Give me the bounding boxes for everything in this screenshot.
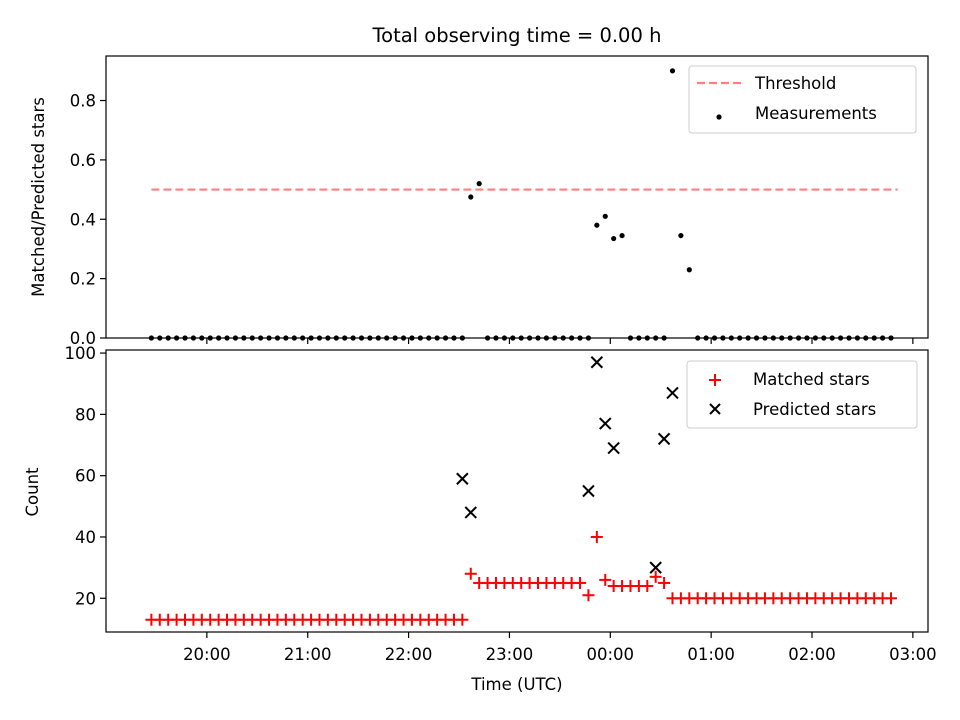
top-y-tick-label: 0.0 bbox=[70, 329, 96, 348]
matched-stars-point bbox=[590, 530, 603, 543]
top-legend: Threshold Measurements bbox=[688, 65, 917, 134]
x-tick-label: 22:00 bbox=[385, 645, 433, 664]
measurement-point bbox=[686, 267, 692, 273]
matched-stars-point bbox=[641, 580, 654, 593]
matched-stars-point bbox=[464, 567, 477, 580]
measurement-point bbox=[594, 222, 600, 228]
measurement-point bbox=[619, 232, 625, 239]
predicted-stars-legend-label: Predicted stars bbox=[753, 400, 876, 419]
matched-stars-point bbox=[658, 576, 671, 589]
predicted-stars-point bbox=[456, 472, 469, 485]
measurement-point bbox=[669, 68, 676, 74]
predicted-stars-point bbox=[666, 386, 679, 400]
top-x-ticks bbox=[206, 338, 914, 344]
bottom-y-ticks: 20 40 60 80 100 bbox=[65, 344, 106, 608]
top-y-tick-label: 0.4 bbox=[70, 210, 96, 229]
matched-stars-point bbox=[599, 573, 612, 586]
predicted-stars-point bbox=[590, 356, 604, 369]
top-y-axis-title: Matched/Predicted stars bbox=[29, 97, 48, 297]
measurements-legend-label: Measurements bbox=[755, 104, 877, 123]
bottom-legend-box bbox=[686, 360, 918, 429]
x-axis-title: Time (UTC) bbox=[470, 675, 562, 694]
top-y-ticks: 0.0 0.2 0.4 0.6 0.8 bbox=[70, 92, 106, 348]
predicted-stars-point bbox=[582, 484, 595, 498]
x-tick-label: 23:00 bbox=[486, 645, 534, 664]
matched-stars-legend-swatch bbox=[709, 374, 721, 386]
predicted-stars-point bbox=[657, 432, 671, 446]
x-tick-label: 21:00 bbox=[284, 645, 332, 664]
bottom-plot-frame bbox=[105, 349, 929, 633]
matched-stars-point bbox=[649, 570, 662, 583]
measurements-legend-swatch bbox=[716, 114, 722, 120]
threshold-legend-label: Threshold bbox=[754, 74, 836, 93]
matched-stars-legend-label: Matched stars bbox=[753, 370, 870, 389]
predicted-stars-point bbox=[649, 561, 662, 574]
predicted-stars-point bbox=[607, 441, 620, 455]
top-plot-frame bbox=[105, 55, 929, 339]
top-legend-box bbox=[688, 65, 917, 134]
top-y-tick-label: 0.2 bbox=[70, 270, 96, 289]
x-tick-label: 02:00 bbox=[788, 645, 836, 664]
predicted-stars-point bbox=[464, 506, 477, 519]
measurement-point bbox=[602, 213, 608, 219]
bottom-y-tick-label: 20 bbox=[75, 589, 96, 608]
chart-title: Total observing time = 0.00 h bbox=[372, 24, 662, 47]
bottom-y-tick-label: 80 bbox=[75, 405, 96, 424]
x-tick-label: 00:00 bbox=[587, 645, 635, 664]
bottom-y-tick-label: 100 bbox=[65, 344, 97, 363]
bottom-y-tick-label: 40 bbox=[75, 528, 96, 547]
measurement-point bbox=[611, 235, 617, 242]
bottom-x-ticks: 20:00 21:00 22:00 23:00 00:00 01:00 02:00 03:00 bbox=[183, 632, 937, 664]
measurement-point bbox=[678, 232, 684, 239]
matched-stars-point bbox=[574, 576, 587, 589]
matched-stars-point bbox=[582, 589, 595, 602]
measurement-point bbox=[468, 194, 474, 200]
measurement-point bbox=[476, 181, 482, 187]
bottom-y-axis-title: Count bbox=[23, 467, 42, 517]
top-y-tick-label: 0.8 bbox=[70, 92, 96, 111]
bottom-legend: Matched stars Predicted stars bbox=[686, 360, 918, 429]
top-plot-marks bbox=[148, 68, 898, 341]
predicted-stars-legend-swatch bbox=[709, 403, 721, 415]
x-tick-label: 20:00 bbox=[183, 645, 231, 664]
matched-stars-point bbox=[885, 592, 898, 605]
top-y-tick-label: 0.6 bbox=[70, 151, 96, 170]
x-tick-label: 03:00 bbox=[889, 645, 937, 664]
predicted-stars-point bbox=[599, 417, 612, 430]
x-tick-label: 01:00 bbox=[687, 645, 735, 664]
matched-stars-point bbox=[456, 613, 469, 626]
bottom-plot-marks bbox=[145, 356, 898, 626]
bottom-y-tick-label: 60 bbox=[75, 467, 96, 486]
